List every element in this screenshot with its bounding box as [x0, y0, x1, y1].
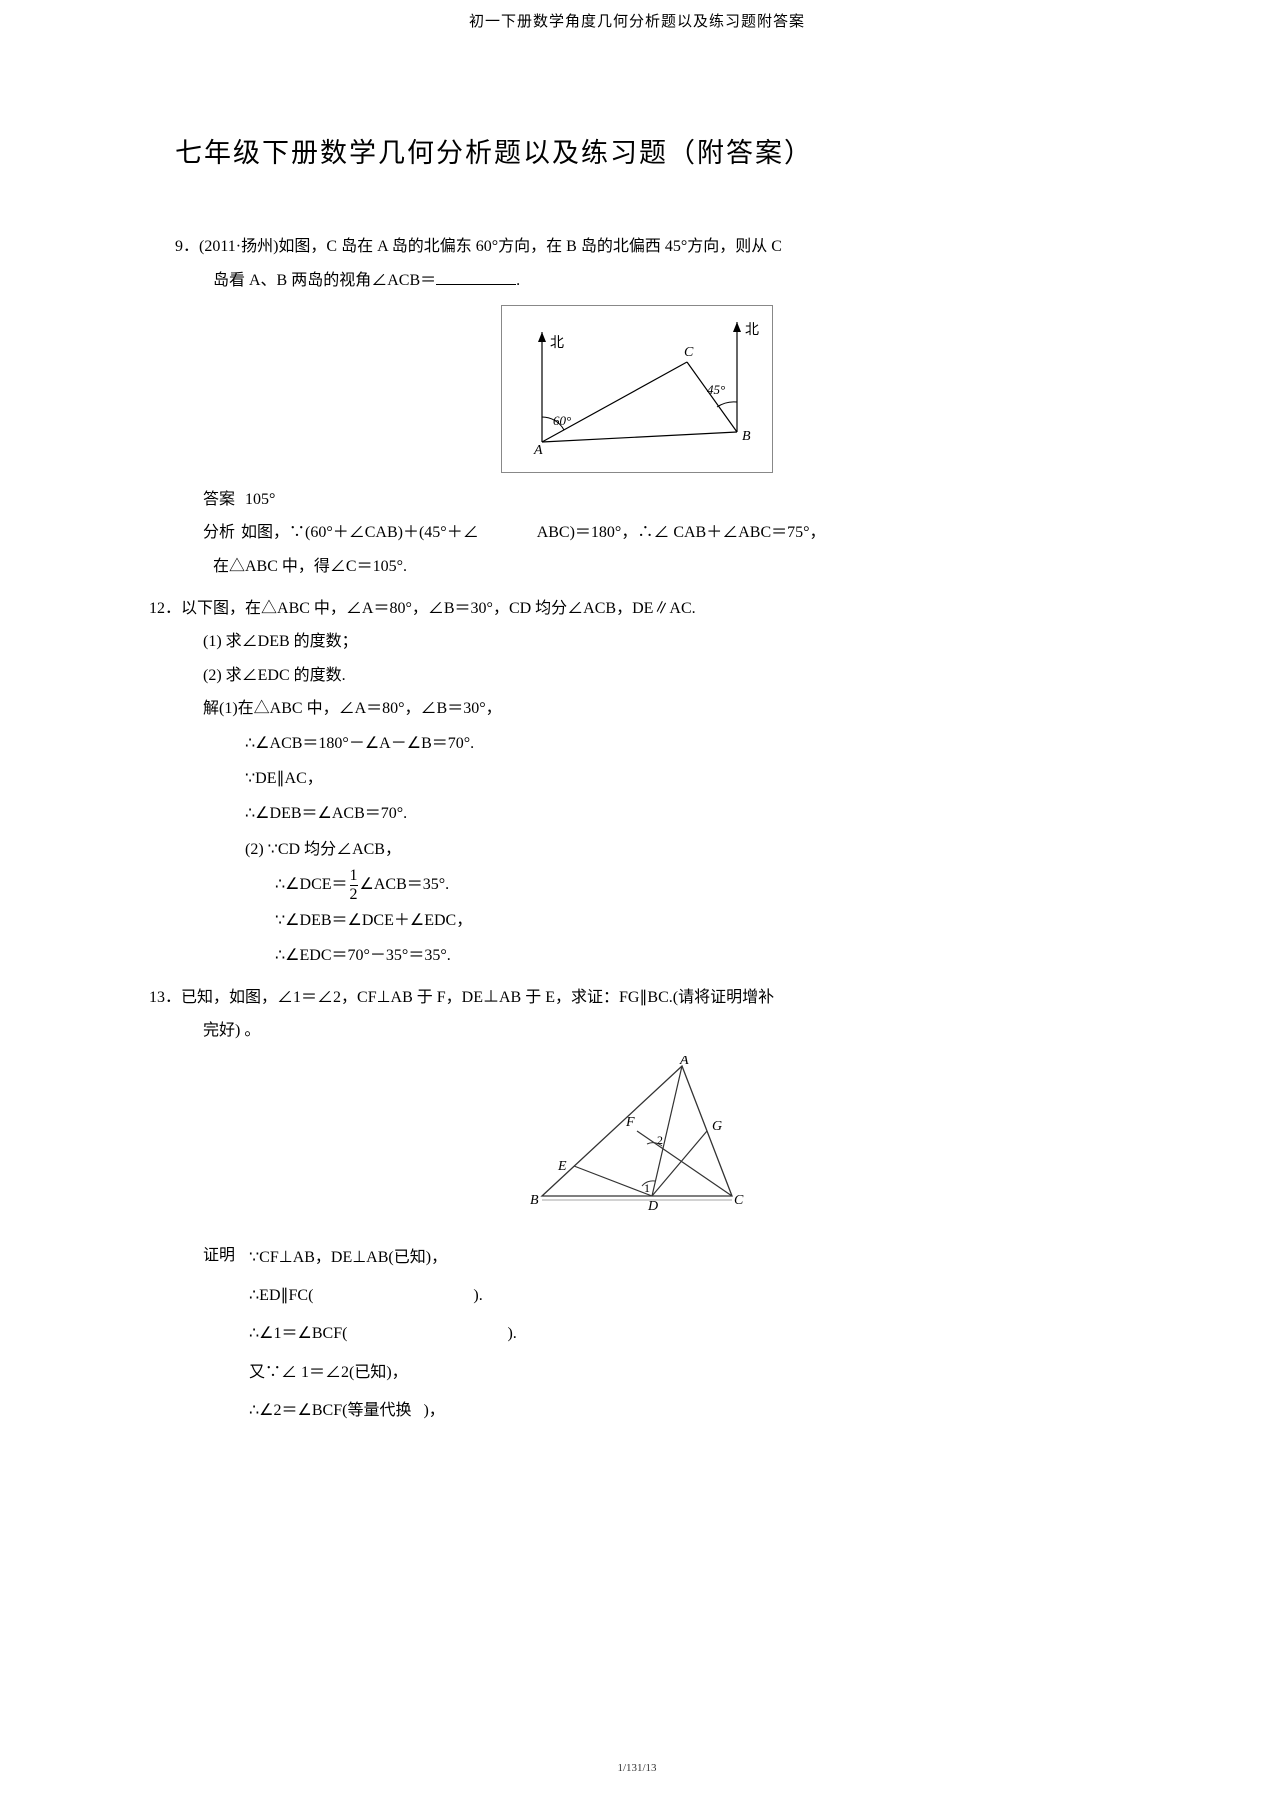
- problem-9-blank: [436, 269, 516, 285]
- proof-5: ∴∠2＝∠BCF(等量代换 )，: [249, 1392, 517, 1430]
- fraction-half: 12: [350, 868, 358, 903]
- svg-text:北: 北: [550, 335, 564, 351]
- sol-2: ∴∠ACB＝180°－∠A－∠B＝70°.: [175, 726, 1099, 761]
- proof-3b: ).: [507, 1325, 516, 1342]
- problem-13-text-2: 完好) 。: [175, 1014, 1099, 1048]
- sol-1: (1)在△ABC 中，∠A＝80°，∠B＝30°，: [219, 700, 502, 717]
- svg-text:A: A: [533, 443, 543, 457]
- svg-text:B: B: [742, 429, 751, 444]
- proof-2b: ).: [473, 1287, 482, 1304]
- svg-text:北: 北: [745, 322, 759, 338]
- problem-9-number: 9．: [175, 238, 199, 255]
- proof-label: 证明: [175, 1239, 245, 1273]
- problem-9-text-1: (2011·扬州)如图，C 岛在 A 岛的北偏东 60°方向，在 B 岛的北偏西…: [199, 238, 782, 255]
- problem-12-q2: (2) 求∠EDC 的度数.: [175, 659, 1099, 693]
- sol-6a: ∴∠DCE＝: [275, 876, 348, 893]
- problem-9: 9．(2011·扬州)如图，C 岛在 A 岛的北偏东 60°方向，在 B 岛的北…: [175, 230, 1099, 584]
- svg-text:D: D: [647, 1199, 658, 1214]
- sol-7: ∵∠DEB＝∠DCE＋∠EDC，: [175, 903, 1099, 938]
- problem-13-text-1: 已知，如图，∠1＝∠2，CF⊥AB 于 F，DE⊥AB 于 E，求证：FG∥BC…: [181, 989, 774, 1006]
- problem-12: 12．以下图，在△ABC 中，∠A＝80°，∠B＝30°，CD 均分∠ACB，D…: [175, 592, 1099, 973]
- svg-text:E: E: [557, 1159, 567, 1174]
- figure-13: A B C D E F G 1 2: [522, 1056, 752, 1216]
- svg-text:F: F: [625, 1115, 635, 1130]
- problem-13-number: 13．: [149, 989, 181, 1006]
- svg-text:1: 1: [644, 1181, 650, 1195]
- problem-13: 13．已知，如图，∠1＝∠2，CF⊥AB 于 F，DE⊥AB 于 E，求证：FG…: [175, 981, 1099, 1431]
- figure-9: 北 北 60° 45° A B C: [501, 305, 773, 473]
- sol-6b: ∠ACB＝35°.: [360, 876, 450, 893]
- svg-text:B: B: [530, 1193, 539, 1208]
- analysis-b: ABC)＝180°，∴∠ CAB＋∠ABC＝75°，: [537, 524, 826, 541]
- problem-9-text-3: .: [516, 272, 520, 289]
- page-header: 初一下册数学角度几何分析题以及练习题附答案: [0, 0, 1274, 31]
- page-footer: 1/131/13: [0, 1762, 1274, 1774]
- svg-text:G: G: [712, 1119, 722, 1134]
- svg-text:C: C: [684, 345, 694, 360]
- sol-3: ∵DE∥AC，: [175, 761, 1099, 796]
- content-area: 七年级下册数学几何分析题以及练习题（附答案） 9．(2011·扬州)如图，C 岛…: [0, 31, 1274, 1431]
- problem-9-answer: 105°: [245, 491, 275, 508]
- proof-1: ∵CF⊥AB，DE⊥AB(已知)，: [249, 1239, 517, 1277]
- analysis-c: 在△ABC 中，得∠C＝105°.: [213, 558, 407, 575]
- proof-4: 又∵∠ 1＝∠2(已知)，: [249, 1354, 517, 1392]
- problem-12-number: 12．: [149, 600, 181, 617]
- svg-text:60°: 60°: [553, 413, 571, 428]
- proof-2a: ∴ED∥FC(: [249, 1287, 313, 1304]
- answer-label: 答案: [203, 491, 235, 508]
- sol-5: (2) ∵CD 均分∠ACB，: [175, 832, 1099, 867]
- main-title: 七年级下册数学几何分析题以及练习题（附答案）: [175, 131, 1099, 170]
- proof-3a: ∴∠1＝∠BCF(: [249, 1325, 347, 1342]
- problem-12-text: 以下图，在△ABC 中，∠A＝80°，∠B＝30°，CD 均分∠ACB，DE∥A…: [181, 600, 696, 617]
- svg-text:A: A: [679, 1056, 689, 1068]
- figure-9-wrap: 北 北 60° 45° A B C: [175, 305, 1099, 473]
- figure-13-wrap: A B C D E F G 1 2: [175, 1056, 1099, 1229]
- svg-text:45°: 45°: [707, 382, 725, 397]
- analysis-a: 如图，∵(60°＋∠CAB)＋(45°＋∠: [241, 524, 479, 541]
- svg-text:2: 2: [657, 1133, 663, 1147]
- problem-12-q1: (1) 求∠DEB 的度数；: [175, 625, 1099, 659]
- sol-4: ∴∠DEB＝∠ACB＝70°.: [175, 796, 1099, 831]
- problem-9-text-2: 岛看 A、B 两岛的视角∠ACB＝: [213, 272, 436, 289]
- sol-8: ∴∠EDC＝70°－35°＝35°.: [175, 938, 1099, 973]
- svg-text:C: C: [734, 1193, 744, 1208]
- solution-label: 解: [203, 700, 219, 717]
- analysis-label: 分析: [203, 524, 235, 541]
